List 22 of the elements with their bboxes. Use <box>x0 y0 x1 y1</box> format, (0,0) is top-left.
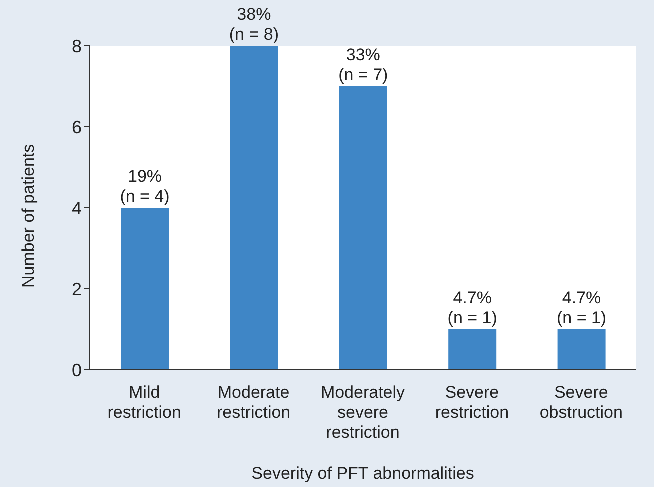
x-tick-label: Mild restriction <box>108 383 182 422</box>
x-tick-label: Moderately severe restriction <box>320 383 406 442</box>
y-tick-label: 6 <box>72 117 82 138</box>
x-tick-label: Severe obstruction <box>540 383 623 422</box>
data-label: 33% (n = 7) <box>338 46 388 84</box>
x-tick-label: Severe restriction <box>435 383 510 422</box>
bar <box>230 46 278 370</box>
data-label: 38% (n = 8) <box>229 5 280 44</box>
bar <box>121 208 169 370</box>
y-tick-label: 2 <box>72 279 82 300</box>
data-label: 4.7% (n = 1) <box>556 288 607 328</box>
y-tick-label: 8 <box>72 36 82 56</box>
data-label: 19% (n = 4) <box>120 167 170 206</box>
data-label: 4.7% (n = 1) <box>448 288 498 328</box>
y-axis-title: Number of patients <box>19 144 38 288</box>
x-axis-title: Severity of PFT abnormalities <box>252 464 474 483</box>
y-tick-label: 0 <box>72 360 82 380</box>
bar <box>339 86 388 370</box>
bar <box>448 330 497 370</box>
y-tick-label: 4 <box>72 198 82 218</box>
bar <box>558 330 606 370</box>
x-tick-label: Moderate restriction <box>216 383 291 422</box>
